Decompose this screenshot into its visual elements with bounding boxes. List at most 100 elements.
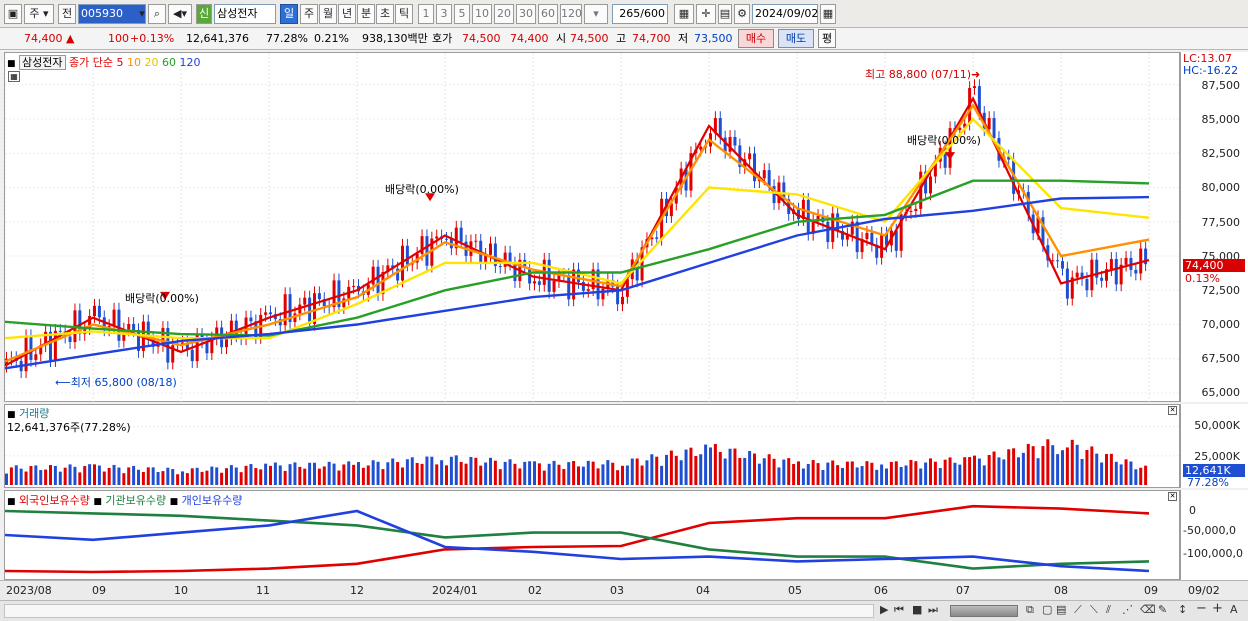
volume-bar <box>293 462 297 485</box>
period-second-button[interactable]: 초 <box>376 4 394 24</box>
grid-icon[interactable]: ▦ <box>674 4 694 24</box>
draw-line-icon[interactable]: ⟋ <box>1074 603 1082 616</box>
market-type-label: 주 <box>29 7 40 20</box>
low-annotation-text: 최저 65,800 (08/18) <box>70 376 177 389</box>
gear-icon[interactable]: ⚙ <box>734 4 750 24</box>
count-input[interactable]: 265/600 <box>612 4 668 24</box>
candle-body <box>210 338 214 354</box>
stock-name-field[interactable]: 삼성전자 <box>214 4 276 24</box>
period-day-button[interactable]: 일 <box>280 4 298 24</box>
candle-body <box>533 281 536 284</box>
volume-bar <box>220 472 224 485</box>
volume-bar <box>557 464 561 485</box>
volume-bar <box>523 461 527 485</box>
candle-body <box>288 294 292 323</box>
volume-bar <box>581 466 585 485</box>
table-icon[interactable]: ▦ <box>8 71 20 82</box>
volume-chart-pane[interactable]: ■ 거래량 12,641,376주(77.28%) ✕ <box>4 404 1181 488</box>
x-tick: 12 <box>350 584 364 597</box>
code-dropdown-icon[interactable]: ▾ <box>139 7 145 20</box>
candle-body <box>621 296 624 305</box>
volume-bar <box>39 470 43 485</box>
search-icon[interactable]: ⌕ <box>148 4 166 24</box>
hoga-label: 호가 <box>432 32 453 45</box>
candle-body <box>572 269 576 300</box>
prev-button[interactable]: 전 <box>58 4 76 24</box>
market-type-select[interactable]: 주 ▾ <box>24 4 54 24</box>
custom-period-select[interactable]: ▾ <box>584 4 608 24</box>
edit-icon[interactable]: ✎ <box>1158 603 1168 616</box>
period-week-button[interactable]: 주 <box>300 4 318 24</box>
print-icon[interactable]: ▤ <box>1056 603 1067 616</box>
horizontal-scrollbar[interactable] <box>4 604 874 618</box>
period-tick-button[interactable]: 틱 <box>395 4 413 24</box>
volume-bar <box>117 467 121 485</box>
calendar-icon[interactable]: ▦ <box>820 4 836 24</box>
candle-body <box>1105 269 1108 281</box>
draw-channel-icon[interactable]: ⫽ <box>1106 603 1111 616</box>
copy-icon[interactable]: ▢ <box>1042 603 1053 616</box>
volume-bar <box>728 448 732 485</box>
volume-bar <box>929 458 932 485</box>
first-page-icon[interactable]: ⏮ <box>894 603 904 616</box>
volume-close-icon[interactable]: ✕ <box>1168 406 1177 415</box>
stop-icon[interactable]: ■ <box>912 603 923 616</box>
volume-bar <box>337 470 341 485</box>
crosshair-icon[interactable]: ✛ <box>696 4 716 24</box>
price-chart-pane[interactable]: ■ 삼성전자 종가 단순 5 10 20 60 120 ▦ 최고 88,800 … <box>4 52 1181 403</box>
avg-button[interactable]: 평 <box>818 29 836 48</box>
eraser-icon[interactable]: ⌫ <box>1140 603 1156 616</box>
draw-trend-icon[interactable]: ⟍ <box>1090 603 1098 616</box>
volume-bar <box>5 473 8 485</box>
speaker-icon[interactable]: ◀▾ <box>168 4 192 24</box>
minute-3-button[interactable]: 3 <box>436 4 452 24</box>
minute-120-button[interactable]: 120 <box>560 4 582 24</box>
candle-body <box>313 293 316 324</box>
volume-bar <box>225 468 228 485</box>
candle-body <box>811 219 815 234</box>
holding-chart-pane[interactable]: ■ 외국인보유수량 ■ 기관보유수량 ■ 개인보유수량 ✕ <box>4 490 1180 580</box>
volume-bar <box>806 463 810 485</box>
candle-body <box>733 136 737 146</box>
volume-bar <box>650 454 654 485</box>
volume-bar <box>542 470 546 485</box>
holding-close-icon[interactable]: ✕ <box>1168 492 1177 501</box>
last-page-icon[interactable]: ⏭ <box>928 603 938 616</box>
candle-body <box>713 118 717 134</box>
high-annotation: 최고 88,800 (07/11)➜ <box>865 66 980 82</box>
zoom-slider[interactable] <box>950 605 1018 617</box>
period-minute-button[interactable]: 분 <box>357 4 375 24</box>
text-tool-icon[interactable]: A <box>1230 603 1238 616</box>
volume-bar <box>440 460 444 485</box>
candle-body <box>753 153 756 182</box>
minute-20-button[interactable]: 20 <box>494 4 514 24</box>
sell-button[interactable]: 매도 <box>778 29 814 48</box>
minute-30-button[interactable]: 30 <box>516 4 536 24</box>
zoom-in-icon[interactable]: + <box>1212 601 1223 616</box>
zoom-out-icon[interactable]: − <box>1196 601 1207 616</box>
cursor-icon[interactable]: ↕ <box>1178 603 1188 616</box>
candle-body <box>234 320 238 336</box>
save-icon[interactable]: ▤ <box>718 4 732 24</box>
draw-fibo-icon[interactable]: ⋰ <box>1122 603 1133 616</box>
scroll-right-icon[interactable]: ▶ <box>880 603 889 616</box>
window-icon[interactable]: ⧉ <box>1026 603 1034 616</box>
minute-10-button[interactable]: 10 <box>472 4 492 24</box>
ma5-legend: 5 <box>116 56 124 69</box>
minute-1-button[interactable]: 1 <box>418 4 434 24</box>
period-month-button[interactable]: 월 <box>319 4 337 24</box>
candle-body <box>293 313 297 323</box>
minute-5-button[interactable]: 5 <box>454 4 470 24</box>
period-year-button[interactable]: 년 <box>338 4 356 24</box>
candle-body <box>581 281 585 291</box>
count-total: /600 <box>640 7 665 20</box>
candle-body <box>181 342 184 345</box>
layout-icon[interactable]: ▣ <box>4 4 22 24</box>
buy-button[interactable]: 매수 <box>738 29 774 48</box>
volume-bar <box>68 464 72 485</box>
minute-60-button[interactable]: 60 <box>538 4 558 24</box>
stock-code-input[interactable]: 005930 <box>78 4 146 24</box>
volume-bar <box>860 466 864 485</box>
candle-body <box>112 309 116 327</box>
date-input[interactable]: 2024/09/02 <box>752 4 818 24</box>
